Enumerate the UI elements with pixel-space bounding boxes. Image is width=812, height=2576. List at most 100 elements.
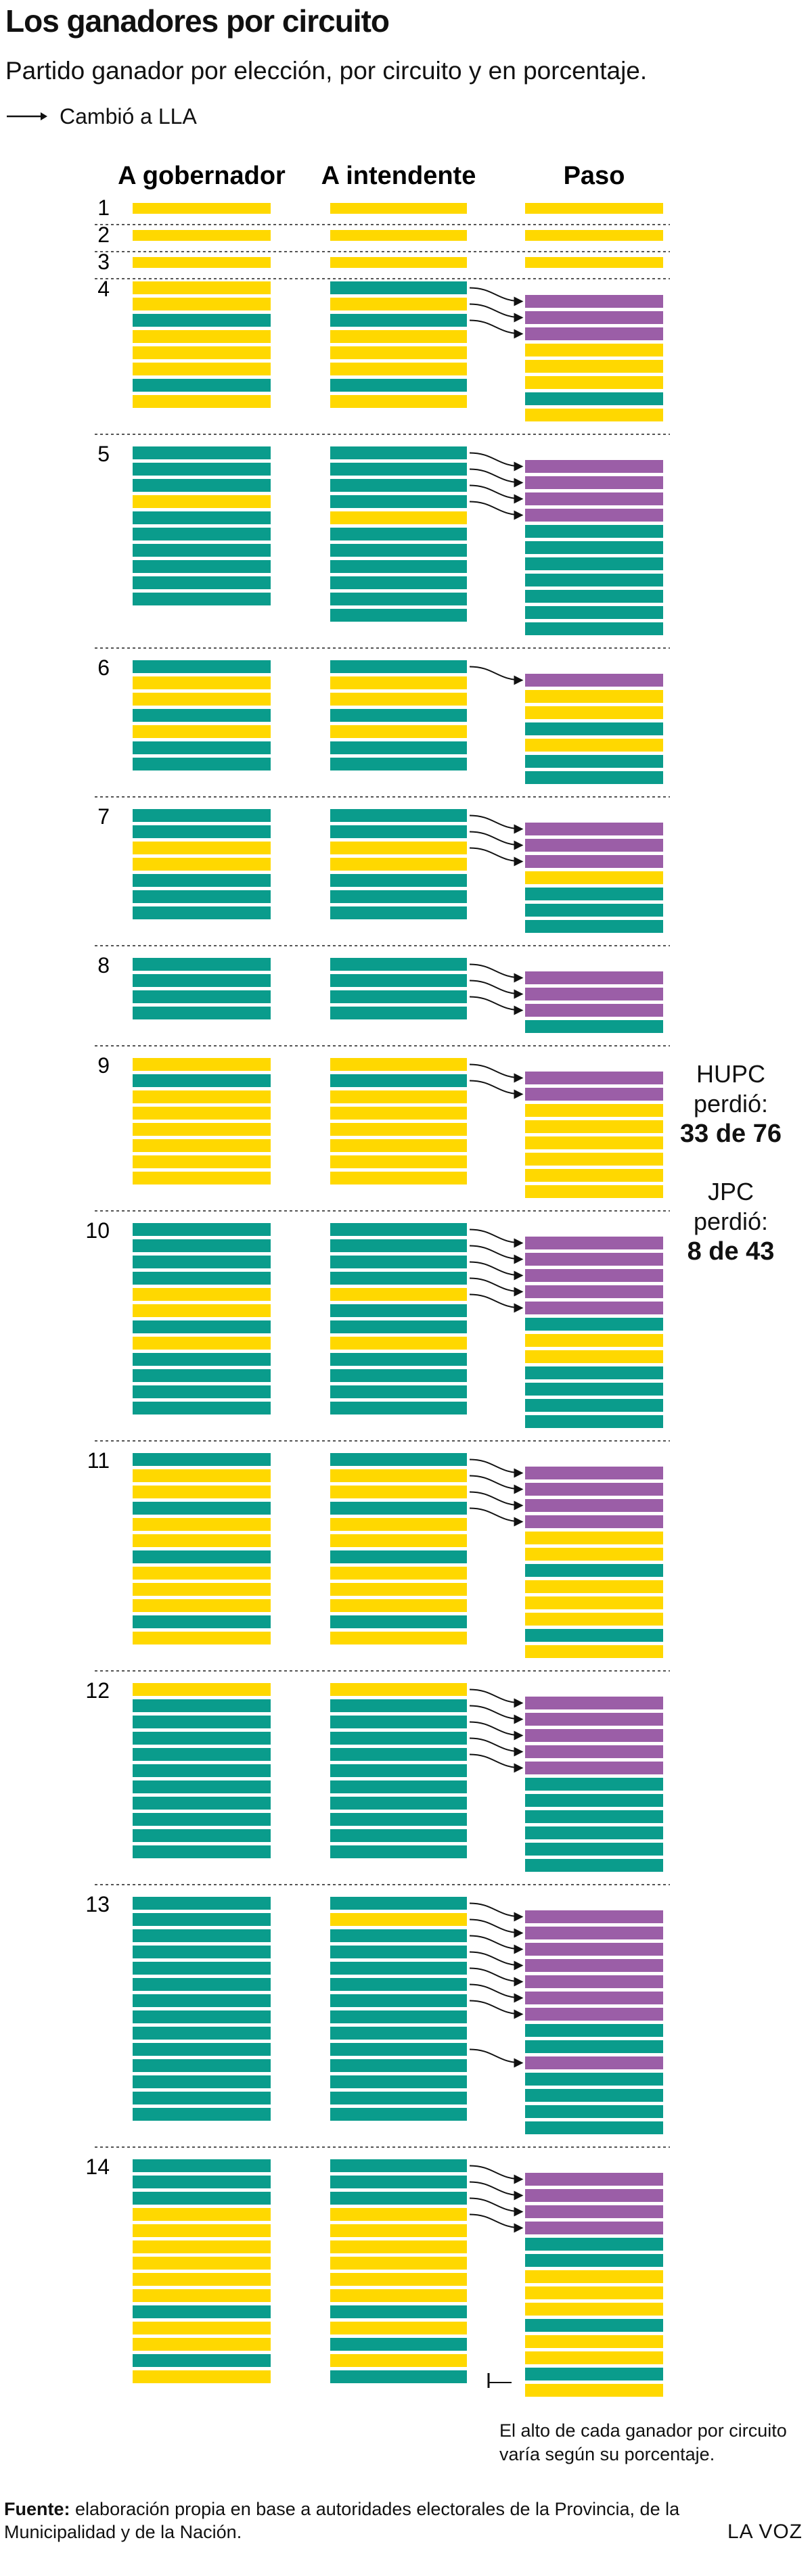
bar-1-row xyxy=(330,379,467,392)
change-arrow xyxy=(469,1951,524,1971)
bar-2-row xyxy=(525,1943,663,1956)
bar-0-row xyxy=(133,230,271,241)
bar-2-row xyxy=(525,1285,663,1298)
bar-0-row xyxy=(133,2338,271,2351)
bar-0-row xyxy=(133,1764,271,1777)
change-arrow xyxy=(469,452,524,472)
bar-0-row xyxy=(133,560,271,573)
bar-2-row xyxy=(525,1778,663,1791)
bar-0-row xyxy=(133,709,271,722)
bar-1-row xyxy=(330,2338,467,2351)
summary-party: HUPC xyxy=(696,1060,765,1088)
bar-1-row xyxy=(330,1732,467,1745)
bar-0-row xyxy=(133,890,271,903)
bar-2-row xyxy=(525,376,663,389)
column-header: A intendente xyxy=(321,162,476,190)
bar-0-row xyxy=(133,576,271,589)
bar-1-row xyxy=(330,1780,467,1793)
bar-2-row xyxy=(525,1697,663,1709)
bar-2-row xyxy=(525,541,663,554)
bar-0-row xyxy=(133,346,271,359)
bar-1-row xyxy=(330,990,467,1003)
bar-1-row xyxy=(330,1929,467,1942)
bar-1-row xyxy=(330,1058,467,1071)
source-label: Fuente: xyxy=(4,2499,70,2519)
bar-2-row xyxy=(525,1237,663,1249)
change-arrow xyxy=(469,1063,524,1083)
bar-0-row xyxy=(133,1813,271,1826)
change-arrow xyxy=(469,1705,524,1724)
bar-2-row xyxy=(525,2024,663,2037)
bar-2-row xyxy=(525,1992,663,2004)
bar-2-row xyxy=(525,1859,663,1872)
bar-1-row xyxy=(330,1369,467,1382)
bar-2-row xyxy=(525,2303,663,2316)
bar-0-row xyxy=(133,1304,271,1317)
bar-2-row xyxy=(525,839,663,852)
bar-2-row xyxy=(525,1613,663,1626)
bar-2-row xyxy=(525,2056,663,2069)
bar-2-row xyxy=(525,1318,663,1331)
bar-1-row xyxy=(330,1599,467,1612)
bar-2-row xyxy=(525,360,663,373)
bar-0-row xyxy=(133,1699,271,1712)
bar-1-row xyxy=(330,2108,467,2121)
bar-1-row xyxy=(330,1946,467,1958)
bar-2-row xyxy=(525,257,663,268)
source-text: elaboración propia en base a autoridades… xyxy=(4,2499,680,2542)
summary-verb: perdió: xyxy=(693,1208,769,1235)
bar-2-row xyxy=(525,557,663,570)
bar-1-row xyxy=(330,1007,467,1019)
bar-1-row xyxy=(330,2305,467,2318)
bar-1-row xyxy=(330,544,467,557)
bar-1-row xyxy=(330,1797,467,1810)
bar-1-row xyxy=(330,1534,467,1547)
bar-1-row xyxy=(330,609,467,622)
bar-2-row xyxy=(525,1136,663,1149)
circuit-number: 8 xyxy=(97,953,110,978)
bar-0-row xyxy=(133,1946,271,1958)
bar-0-row xyxy=(133,1599,271,1612)
bar-0-row xyxy=(133,1469,271,1482)
bar-1-row xyxy=(330,2240,467,2253)
bar-0-row xyxy=(133,693,271,706)
change-arrow xyxy=(469,468,524,488)
bar-0-row xyxy=(133,1385,271,1398)
summary-value: 33 de 76 xyxy=(680,1120,782,1148)
bar-0-row xyxy=(133,825,271,838)
bar-2-row xyxy=(525,476,663,489)
bar-1-row xyxy=(330,2289,467,2302)
bar-2-row xyxy=(525,1269,663,1282)
bar-1-row xyxy=(330,1486,467,1498)
circuit-number: 3 xyxy=(97,250,110,274)
bar-0-row xyxy=(133,1172,271,1184)
bar-0-row xyxy=(133,1518,271,1531)
bar-0-row xyxy=(133,1353,271,1366)
bar-1-row xyxy=(330,1256,467,1268)
bar-1-row xyxy=(330,1813,467,1826)
legend: Cambió a LLA xyxy=(5,103,197,130)
bar-0-row xyxy=(133,2208,271,2221)
bar-0-row xyxy=(133,1797,271,1810)
bar-1-row xyxy=(330,2075,467,2088)
bar-0-row xyxy=(133,2159,271,2172)
bar-2-row xyxy=(525,311,663,324)
bar-2-row xyxy=(525,2254,663,2267)
bar-0-row xyxy=(133,1502,271,1515)
bar-1-row xyxy=(330,1337,467,1350)
change-arrow xyxy=(469,2197,524,2217)
bar-1-row xyxy=(330,809,467,822)
change-arrow xyxy=(469,996,524,1015)
bar-2-row xyxy=(525,871,663,884)
bar-2-row xyxy=(525,1366,663,1379)
bar-2-row xyxy=(525,1745,663,1758)
bar-0-row xyxy=(133,990,271,1003)
bar-1-row xyxy=(330,890,467,903)
bar-2-row xyxy=(525,492,663,505)
bar-0-row xyxy=(133,528,271,540)
change-arrow xyxy=(469,1688,524,1708)
bar-2-row xyxy=(525,2040,663,2053)
bar-0-row xyxy=(133,842,271,854)
bar-0-row xyxy=(133,2273,271,2286)
bar-2-row xyxy=(525,2368,663,2380)
